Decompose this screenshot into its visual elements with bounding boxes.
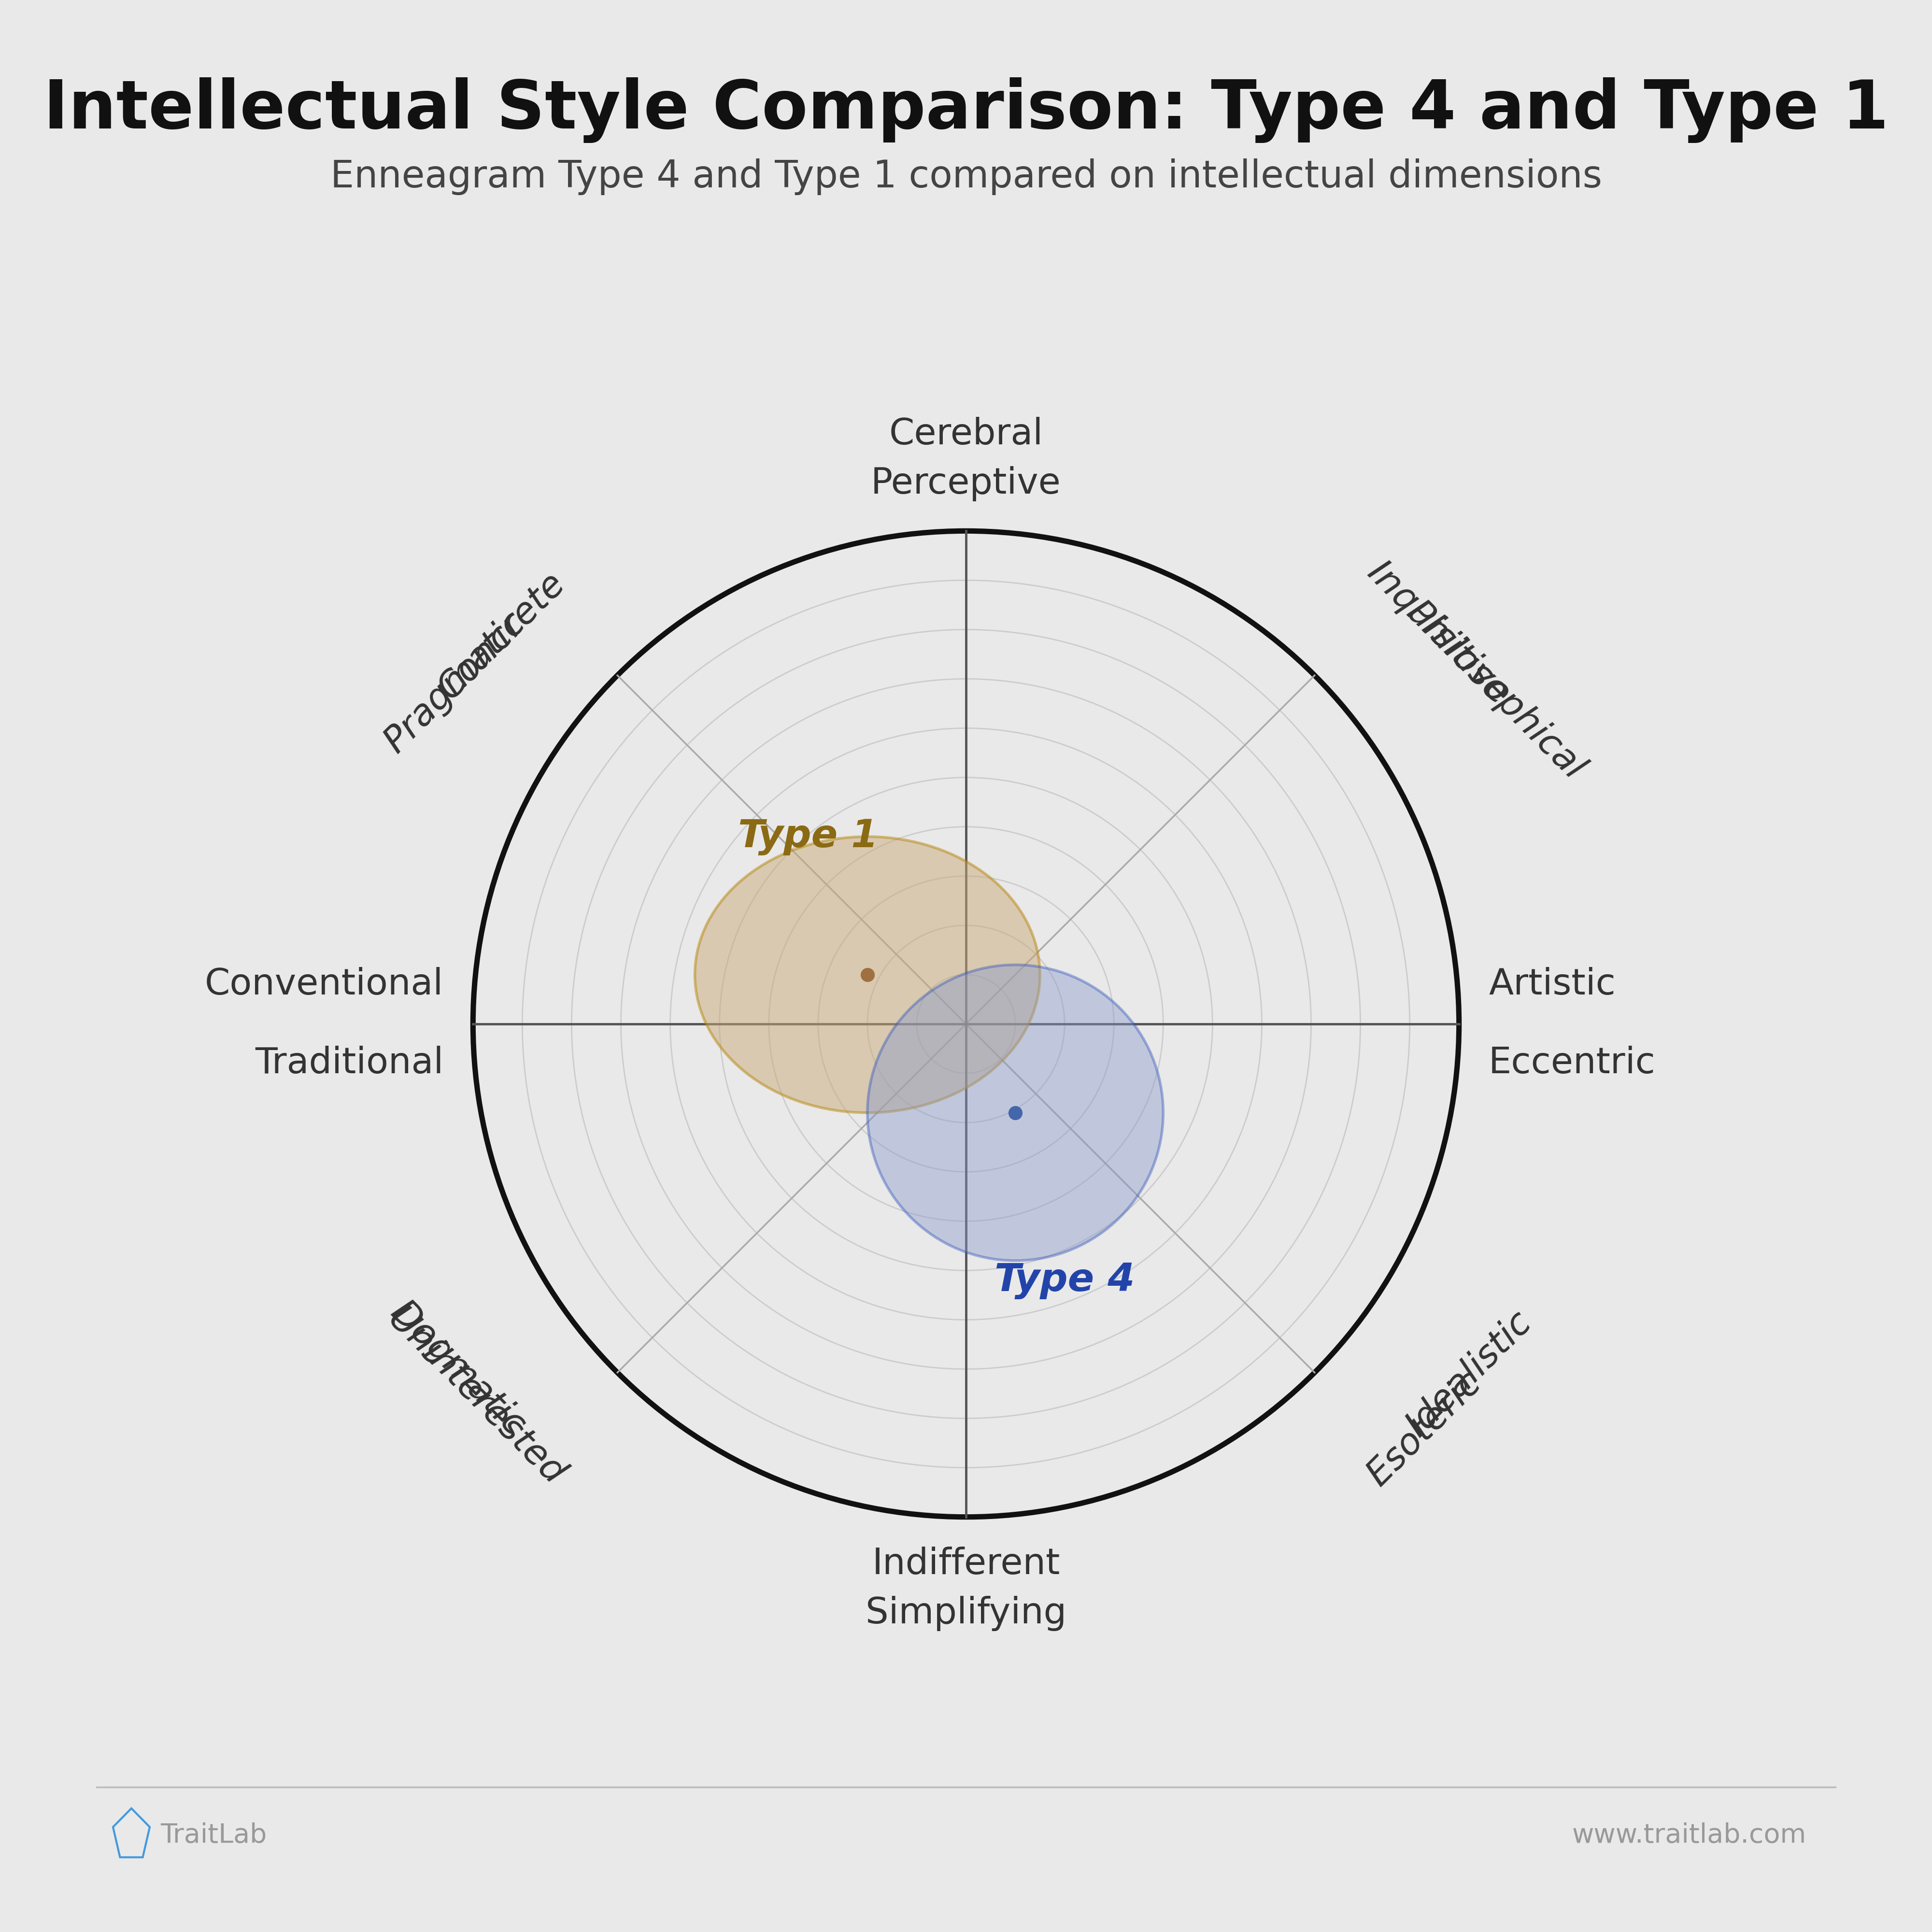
Text: Traditional: Traditional (255, 1045, 444, 1082)
Text: Conventional: Conventional (205, 966, 444, 1003)
Text: Uninterested: Uninterested (381, 1302, 572, 1492)
Ellipse shape (696, 837, 1039, 1113)
Text: www.traitlab.com: www.traitlab.com (1573, 1822, 1806, 1849)
Text: Dogmatic: Dogmatic (384, 1294, 531, 1443)
Text: Eccentric: Eccentric (1488, 1045, 1656, 1082)
Ellipse shape (867, 964, 1163, 1260)
Text: Idealistic: Idealistic (1401, 1304, 1538, 1443)
Text: TraitLab: TraitLab (160, 1822, 267, 1849)
Text: Cerebral: Cerebral (889, 417, 1043, 452)
Text: Indifferent: Indifferent (871, 1546, 1061, 1582)
Text: Enneagram Type 4 and Type 1 compared on intellectual dimensions: Enneagram Type 4 and Type 1 compared on … (330, 158, 1602, 195)
Text: Artistic: Artistic (1488, 966, 1615, 1003)
Text: Philosophical: Philosophical (1401, 595, 1592, 786)
Text: Intellectual Style Comparison: Type 4 and Type 1: Intellectual Style Comparison: Type 4 an… (43, 77, 1889, 143)
Text: Pragmatic: Pragmatic (379, 605, 531, 759)
Text: Type 1: Type 1 (738, 817, 879, 856)
Text: Simplifying: Simplifying (866, 1596, 1066, 1631)
Text: Type 4: Type 4 (995, 1262, 1134, 1298)
Text: Esoteric: Esoteric (1360, 1364, 1488, 1492)
Text: Concrete: Concrete (431, 566, 572, 705)
Text: Perceptive: Perceptive (871, 466, 1061, 502)
Text: Inquisitive: Inquisitive (1360, 556, 1517, 713)
